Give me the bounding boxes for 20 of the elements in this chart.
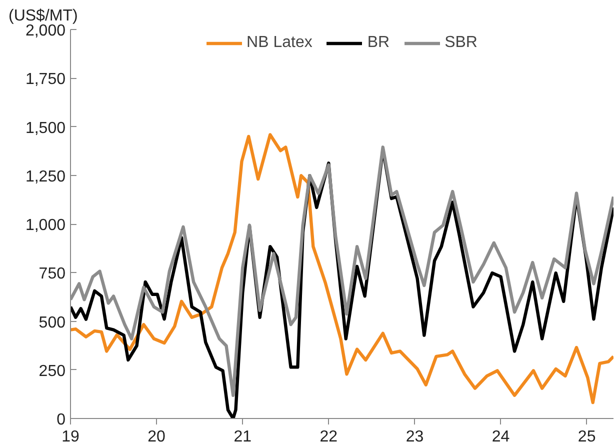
legend-label: BR	[367, 34, 390, 52]
y-tick-label: 250	[38, 362, 66, 380]
y-tick-label: 1,000	[25, 217, 66, 234]
x-tick-label: 19	[62, 428, 80, 446]
x-tick-label: 21	[234, 428, 252, 446]
y-tick-label: 2,000	[25, 22, 66, 40]
x-tick-label: 20	[148, 428, 166, 446]
x-tick-label: 23	[406, 428, 424, 446]
y-tick-label: 750	[38, 266, 66, 283]
y-tick-label: 0	[56, 412, 66, 428]
y-tick-label: 500	[38, 314, 66, 332]
legend-label: NB Latex	[246, 34, 312, 52]
legend-label: SBR	[444, 34, 478, 52]
x-tick-label: 22	[320, 428, 338, 446]
y-tick-label: 1,750	[25, 71, 66, 88]
y-tick-label: 1,250	[25, 168, 66, 186]
x-tick-label: 24	[492, 428, 510, 446]
x-tick-label: 25	[578, 428, 596, 446]
y-tick-label: 1,500	[25, 120, 66, 137]
y-axis-title: (US$/MT)	[8, 8, 78, 24]
